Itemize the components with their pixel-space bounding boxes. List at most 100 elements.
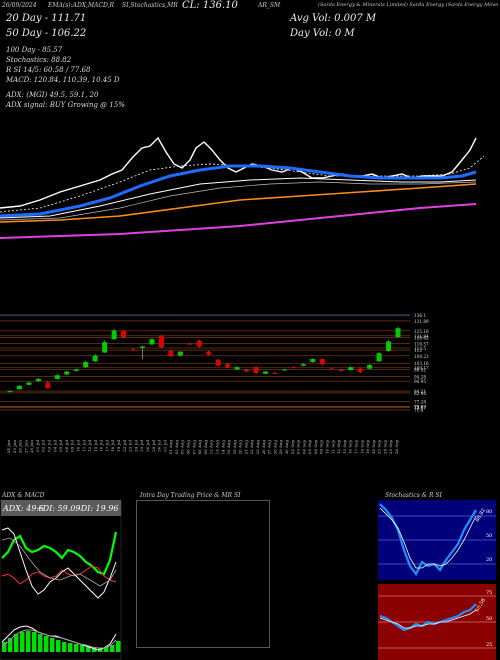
macd-histogram-bar bbox=[2, 642, 7, 652]
candle-body bbox=[7, 391, 13, 393]
price-level-label: 116.57 bbox=[414, 342, 429, 347]
date-tick-label: 12 Sep bbox=[336, 440, 341, 454]
price-level-label: 121.84 bbox=[414, 334, 429, 339]
candle bbox=[196, 339, 202, 348]
date-tick-label: 24 Sep bbox=[382, 440, 387, 454]
price-level-label: 112 bbox=[414, 348, 422, 353]
rsi-tick-75: 75 bbox=[486, 590, 492, 596]
price-level-label: 82.96 bbox=[414, 391, 426, 396]
price-level-label: 71.4 bbox=[414, 408, 424, 413]
stoch-tick-20: 20 bbox=[486, 557, 492, 563]
candle bbox=[225, 363, 231, 368]
candle-body bbox=[263, 371, 269, 374]
date-tick-label: 30 Jul bbox=[157, 439, 162, 452]
candle-body bbox=[187, 343, 193, 345]
date-tick-label: 21 Aug bbox=[243, 440, 248, 455]
date-tick-label: 20 Sep bbox=[371, 440, 376, 454]
candle bbox=[45, 381, 51, 389]
candle bbox=[263, 370, 269, 375]
candle bbox=[395, 326, 401, 338]
candle-body bbox=[64, 371, 70, 375]
date-tick-label: 16 Jul bbox=[99, 439, 104, 452]
candle-body bbox=[291, 367, 297, 369]
date-tick-label: 09 Jul bbox=[70, 439, 75, 452]
price-level-label: 98.92 bbox=[414, 367, 426, 372]
ema50-line-2 bbox=[0, 181, 477, 221]
ema20-line bbox=[0, 164, 477, 218]
date-tick-label: 26 Jun bbox=[18, 440, 23, 454]
rsi-slow-line bbox=[379, 609, 477, 629]
candle bbox=[102, 340, 108, 354]
date-tick-label: 01 Jul bbox=[35, 439, 40, 452]
date-tick-label: 28 Jun bbox=[29, 440, 34, 454]
ema20-value: 20 Day - 111.71 bbox=[6, 13, 87, 24]
macd-histogram-bar bbox=[62, 642, 67, 652]
macd-value: MACD: 120.84, 110.39, 10.45 D bbox=[6, 76, 120, 84]
adx-signal: ADX signal: BUY Growing @ 15% bbox=[6, 101, 125, 109]
candle-body bbox=[253, 367, 259, 374]
candle bbox=[386, 340, 392, 352]
price-level-label: 131.89 bbox=[414, 319, 429, 324]
ema-lines bbox=[0, 136, 485, 239]
date-tick-label: 12 Jul bbox=[87, 439, 92, 452]
candle bbox=[206, 350, 212, 356]
candle bbox=[54, 374, 60, 380]
macd-histogram-bar bbox=[74, 644, 79, 652]
date-tick-label: 24 Jun bbox=[6, 440, 11, 454]
price-level-label: 120.62 bbox=[414, 336, 429, 341]
date-tick-label: 25 Sep bbox=[388, 440, 393, 454]
candle-body bbox=[92, 355, 98, 362]
plus-di-line bbox=[1, 531, 118, 576]
stoch-tick-50: 50 bbox=[486, 533, 492, 539]
date-tick-label: 23 Sep bbox=[377, 440, 382, 454]
candle-body bbox=[121, 330, 127, 337]
macd-histogram-bar bbox=[44, 636, 49, 652]
candle bbox=[149, 338, 155, 346]
date-tick-label: 11 Jul bbox=[81, 439, 86, 452]
candle bbox=[92, 354, 98, 362]
stoch-k-line bbox=[379, 503, 477, 577]
candle-body bbox=[158, 335, 164, 348]
candle-body bbox=[310, 359, 316, 362]
date-axis: 24 Jun 25 Jun 26 Jun 27 Jun 28 Jun 01 Jul 02 J… bbox=[6, 439, 399, 454]
date-tick-label: 23 Jul bbox=[128, 439, 133, 452]
date-tick-label: 25 Jul bbox=[139, 439, 144, 452]
candle bbox=[234, 366, 240, 370]
date-tick-label: 08 Aug bbox=[197, 440, 202, 455]
date-tick-label: 19 Jul bbox=[116, 439, 121, 452]
date-tick-label: 16 Aug bbox=[226, 440, 231, 455]
macd-histogram-bar bbox=[32, 632, 37, 652]
candle bbox=[367, 364, 373, 370]
candle bbox=[215, 359, 221, 367]
date-tick-label: 11 Sep bbox=[330, 440, 335, 454]
date-tick-label: 30 Aug bbox=[284, 440, 289, 455]
macd-histogram-bar bbox=[80, 645, 85, 652]
candle bbox=[338, 369, 344, 372]
adx-line bbox=[1, 527, 117, 599]
date-tick-label: 15 Jul bbox=[93, 439, 98, 452]
date-tick-label: 19 Aug bbox=[232, 440, 237, 455]
adx-label: ADX: 49.5 bbox=[2, 504, 44, 513]
macd-histogram-bar bbox=[20, 632, 25, 652]
avg-volume: Avg Vol: 0.007 M bbox=[290, 13, 377, 24]
candle-body bbox=[244, 370, 250, 372]
stochastics-value: Stochastics: 88.82 bbox=[6, 56, 72, 64]
candle-body bbox=[281, 369, 287, 371]
price-level-label: 113.5 bbox=[414, 346, 426, 351]
macd-histogram-bar bbox=[86, 646, 91, 652]
ema200-line bbox=[0, 203, 477, 239]
date-tick-label: 13 Aug bbox=[214, 440, 219, 455]
candle bbox=[16, 384, 22, 390]
price-level-label: 136.1 bbox=[414, 313, 426, 318]
macd-histogram-bar bbox=[50, 638, 55, 652]
candle-body bbox=[196, 340, 202, 347]
stoch-tick-80: 80 bbox=[486, 509, 492, 515]
intraday-title: Intra Day Trading Price & MR SI bbox=[140, 492, 241, 499]
rsi-value: R SI 14/5: 60.58 / 77.68 bbox=[6, 66, 91, 74]
stoch-rsi-panel: 80 50 20 88.82 75 50 25 60.58 bbox=[378, 500, 496, 660]
ema50-value: 50 Day - 106.22 bbox=[6, 28, 87, 39]
candle-body bbox=[130, 349, 136, 351]
date-tick-label: 05 Aug bbox=[180, 440, 185, 455]
date-tick-label: 25 Jun bbox=[12, 440, 17, 454]
